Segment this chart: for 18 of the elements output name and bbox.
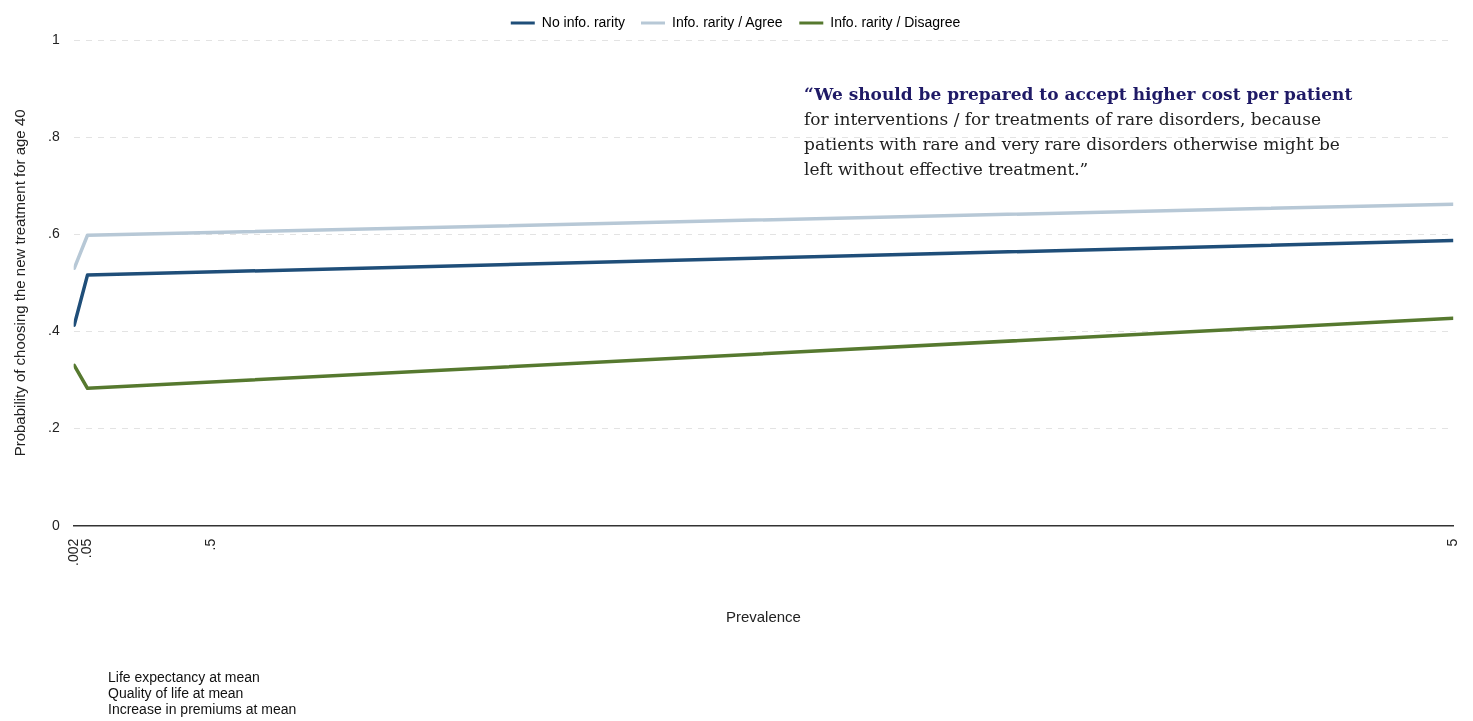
annotation: “We should be prepared to accept higher cost per patient xyxy=(804,84,1353,104)
y-tick-label: 1 xyxy=(51,30,60,47)
y-axis-title: Probability of choosing the new treatment for age 40 xyxy=(11,109,29,457)
x-tick-label: .5 xyxy=(202,538,219,551)
text: Increase in premiums at mean xyxy=(108,701,297,717)
x-tick-label: 5 xyxy=(1444,538,1461,547)
legend-label: Info. rarity / Disagree xyxy=(830,13,961,30)
y-tick-label: .8 xyxy=(47,128,60,145)
y-tick-label: .2 xyxy=(47,419,60,436)
text: Life expectancy at mean xyxy=(108,669,261,685)
legend-label: Info. rarity / Agree xyxy=(672,13,783,30)
y-tick-label: .6 xyxy=(47,225,60,242)
y-tick-label: 0 xyxy=(51,516,60,533)
x-axis-title: Prevalence xyxy=(725,608,801,626)
annotation: for interventions / for treatments of rare disorders, because patients with rare and very rare disorders otherwise might be left without effective treatment.” xyxy=(804,109,1340,179)
text: Quality of life at mean xyxy=(108,685,245,701)
legend-label: No info. rarity xyxy=(541,13,626,30)
y-tick-label: .4 xyxy=(47,322,60,339)
